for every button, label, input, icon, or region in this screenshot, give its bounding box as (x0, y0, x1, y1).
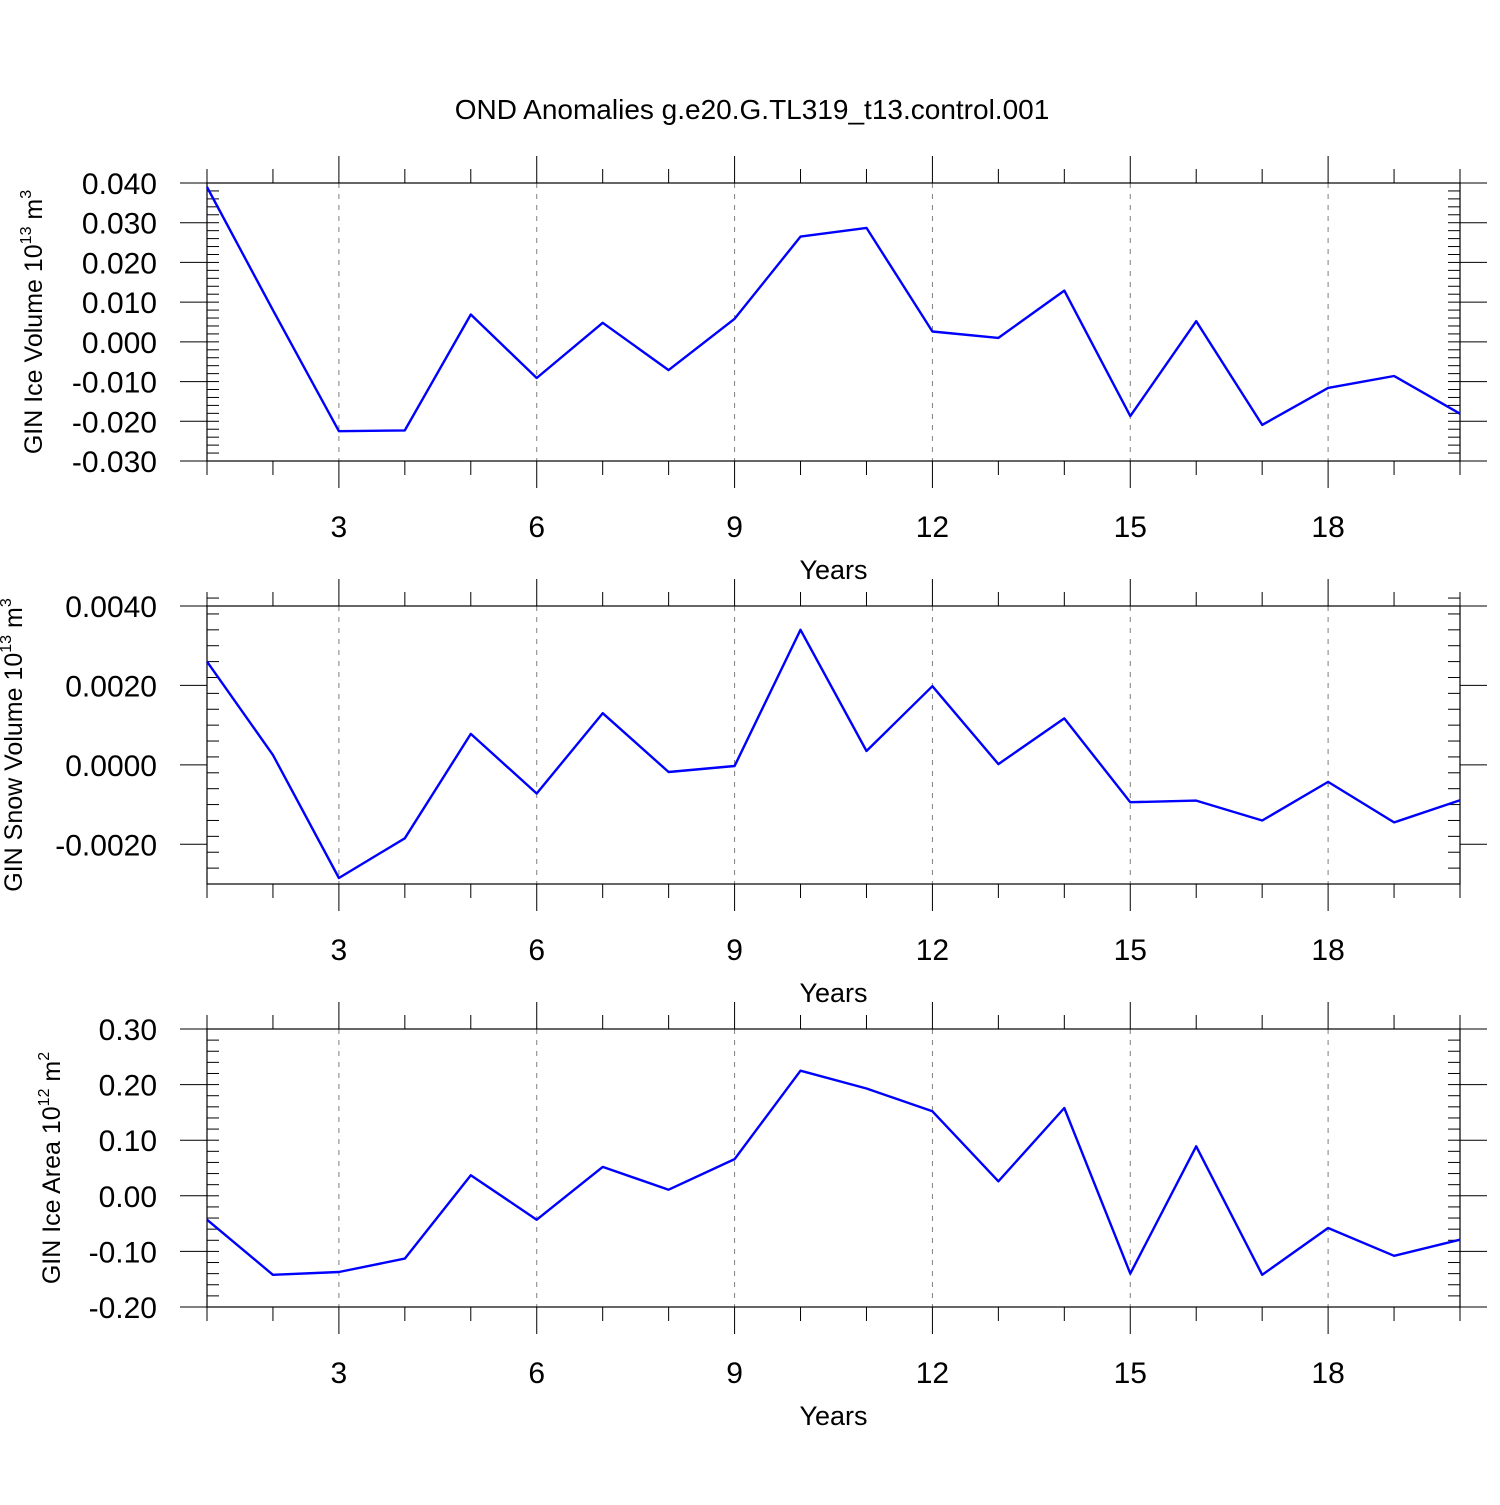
y-tick-label: 0.040 (82, 168, 157, 201)
y-axis-label: GIN Ice Volume 1013 m3 (18, 190, 48, 454)
x-tick-label: 12 (916, 511, 949, 544)
y-tick-label: 0.0020 (65, 670, 157, 703)
x-tick-label: 3 (331, 1357, 348, 1390)
y-axis-label-text: GIN Snow Volume 10 (0, 653, 28, 892)
y-axis-label-text: GIN Ice Area 10 (38, 1106, 66, 1284)
y-axis-label-exponent: 12 (36, 1088, 53, 1106)
chart-title: OND Anomalies g.e20.G.TL319_t13.control.… (455, 94, 1050, 125)
plot-frame (206, 182, 1461, 462)
x-tick-label: 15 (1114, 934, 1147, 967)
y-tick-label: 0.30 (99, 1014, 157, 1047)
x-tick-label: 9 (726, 934, 743, 967)
y-axis-label-unit-exponent: 3 (0, 598, 15, 607)
x-tick-label: 6 (528, 511, 545, 544)
y-tick-label: -0.10 (89, 1236, 157, 1269)
y-axis-label-unit: m (20, 199, 48, 227)
x-tick-label: 3 (331, 511, 348, 544)
x-tick-label: 6 (528, 1357, 545, 1390)
x-tick-label: 18 (1311, 934, 1344, 967)
x-tick-label: 15 (1114, 1357, 1147, 1390)
plot-frame (206, 605, 1461, 885)
x-tick-label: 9 (726, 1357, 743, 1390)
y-tick-label: 0.20 (99, 1070, 157, 1103)
series-line (206, 628, 1461, 880)
y-tick-label: 0.010 (82, 287, 157, 320)
y-axis-label-text: GIN Ice Volume 10 (20, 244, 48, 454)
x-tick-label: 3 (331, 934, 348, 967)
series-line (206, 1069, 1461, 1277)
panel-2: 0.0040 0.0020 0.0000 -0.0020 3 6 9 12 15 18 Years G… (0, 579, 1487, 1008)
y-axis-label-unit-exponent: 3 (18, 190, 35, 199)
y-tick-label: -0.030 (72, 446, 157, 479)
y-tick-label: 0.10 (99, 1125, 157, 1158)
y-tick-label: -0.20 (89, 1292, 157, 1325)
y-axis-label-exponent: 13 (18, 226, 35, 244)
x-tick-label: 12 (916, 1357, 949, 1390)
y-axis-label-unit-exponent: 2 (36, 1052, 53, 1061)
y-axis-label: GIN Snow Volume 1013 m3 (0, 598, 28, 892)
x-axis-label: Years (799, 555, 867, 585)
x-tick-label: 9 (726, 511, 743, 544)
x-tick-label: 15 (1114, 511, 1147, 544)
y-tick-label: -0.0020 (55, 829, 157, 862)
y-tick-label: 0.020 (82, 247, 157, 280)
x-tick-label: 6 (528, 934, 545, 967)
x-tick-label: 18 (1311, 1357, 1344, 1390)
x-axis-label: Years (799, 1401, 867, 1431)
y-tick-label: 0.000 (82, 327, 157, 360)
y-axis-label: GIN Ice Area 1012 m2 (36, 1052, 66, 1284)
y-axis-label-unit: m (38, 1061, 66, 1089)
x-tick-label: 12 (916, 934, 949, 967)
y-tick-label: -0.010 (72, 367, 157, 400)
y-tick-label: 0.0000 (65, 750, 157, 783)
y-axis-label-exponent: 13 (0, 635, 15, 653)
y-tick-label: 0.0040 (65, 591, 157, 624)
panel-1: 0.040 0.030 0.020 0.010 0.000 -0.010 -0.020 -0.… (18, 156, 1487, 585)
y-tick-label: -0.020 (72, 406, 157, 439)
x-tick-label: 18 (1311, 511, 1344, 544)
y-tick-label: 0.00 (99, 1181, 157, 1214)
y-tick-label: 0.030 (82, 208, 157, 241)
x-axis-label: Years (799, 978, 867, 1008)
panel-3: 0.30 0.20 0.10 0.00 -0.10 -0.20 3 6 9 12 15 18 Years… (36, 1002, 1487, 1431)
plot-frame (206, 1028, 1461, 1308)
y-axis-label-unit: m (0, 607, 28, 635)
series-line (205, 186, 1461, 433)
